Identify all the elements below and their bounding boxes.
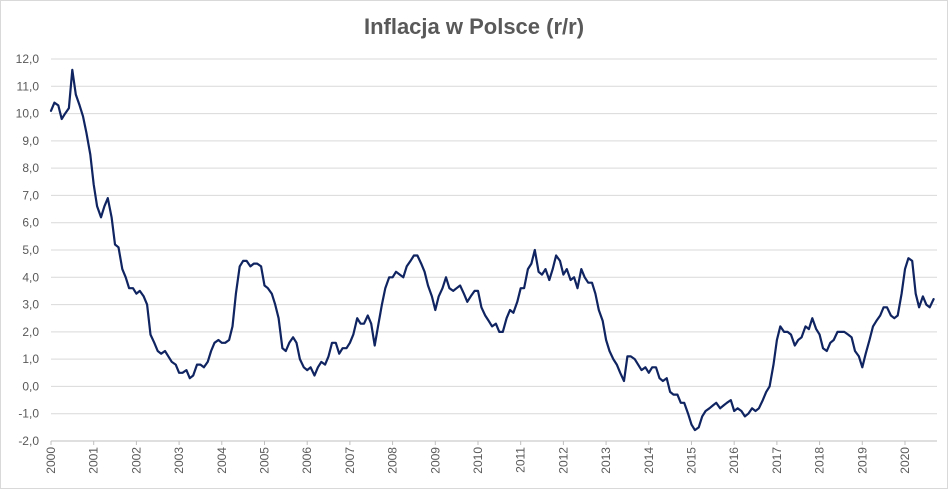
y-tick-label: 5,0: [22, 243, 39, 257]
x-tick-label: 2020: [898, 447, 912, 474]
x-tick-label: 2004: [215, 447, 229, 474]
series-layer: [49, 68, 935, 432]
x-tick-label: 2016: [727, 447, 741, 474]
x-tick-label: 2005: [257, 447, 271, 474]
y-tick-label: 8,0: [22, 161, 39, 175]
y-tick-label: -2,0: [18, 434, 39, 448]
y-tick-label: 0,0: [22, 379, 39, 393]
x-tick-label: 2019: [855, 447, 869, 474]
series-line: [49, 68, 935, 432]
y-tick-label: -1,0: [18, 407, 39, 421]
x-tick-label: 2009: [428, 447, 442, 474]
x-tick-label: 2006: [300, 447, 314, 474]
x-tick-label: 2011: [514, 447, 528, 473]
y-tick-label: 2,0: [22, 325, 39, 339]
grid-lines: [51, 58, 937, 442]
x-axis: 2000 2001 2002 2003 2004 2005 2006 2007 2008 2009…: [44, 440, 937, 474]
x-tick-label: 2012: [556, 447, 570, 474]
x-tick-label: 2018: [813, 447, 827, 474]
x-tick-label: 2015: [684, 447, 698, 474]
x-tick-label: 2000: [44, 447, 58, 474]
x-tick-label: 2017: [770, 447, 784, 474]
x-tick-label: 2002: [129, 447, 143, 474]
y-axis: -2,0 -1,0 0,0 1,0 2,0 3,0 4,0 5,0 6,0 7,0 8,0 9,0 10…: [16, 52, 40, 448]
chart-title: Inflacja w Polsce (r/r): [363, 14, 585, 39]
y-tick-label: 6,0: [22, 216, 39, 230]
x-tick-label: 2001: [87, 447, 101, 474]
y-tick-label: 4,0: [22, 270, 39, 284]
x-tick-label: 2003: [172, 447, 186, 474]
x-tick-label: 2013: [599, 447, 613, 474]
y-tick-label: 3,0: [22, 298, 39, 312]
y-tick-label: 10,0: [16, 107, 40, 121]
y-tick-label: 7,0: [22, 188, 39, 202]
y-tick-label: 1,0: [22, 352, 39, 366]
x-tick-label: 2007: [343, 447, 357, 474]
x-tick-label: 2008: [386, 447, 400, 474]
y-tick-label: 9,0: [22, 134, 39, 148]
y-tick-label: 12,0: [16, 52, 40, 66]
x-tick-label: 2014: [642, 447, 656, 474]
y-tick-label: 11,0: [17, 79, 40, 93]
x-tick-label: 2010: [471, 447, 485, 474]
